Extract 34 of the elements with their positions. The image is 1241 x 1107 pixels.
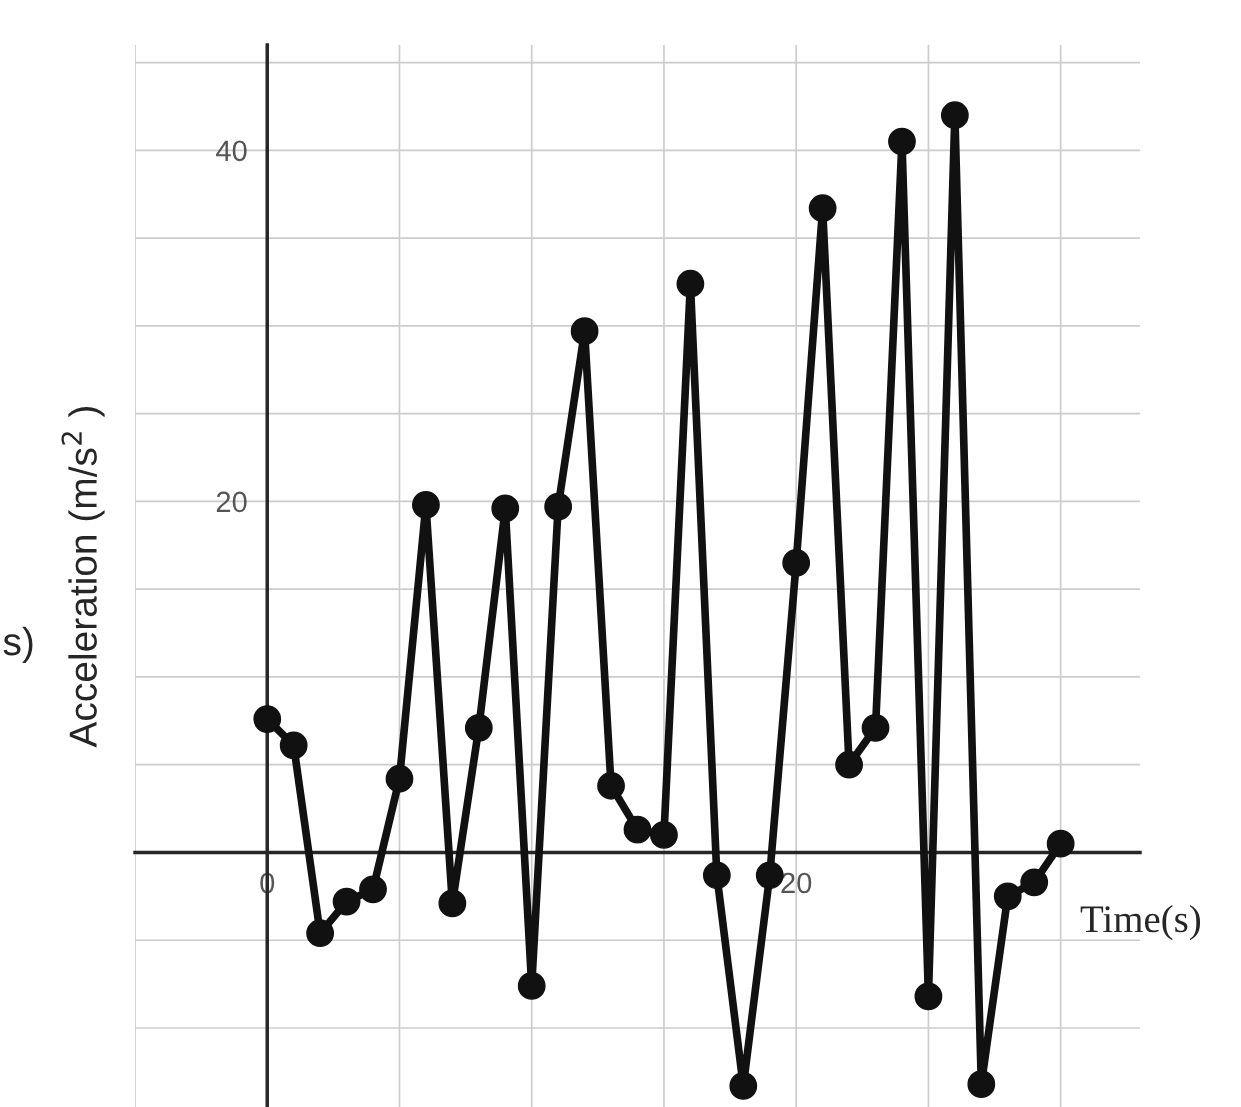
point	[702, 861, 731, 890]
point	[835, 750, 863, 779]
point	[359, 875, 387, 904]
point	[650, 821, 678, 849]
point	[412, 491, 440, 519]
point	[253, 705, 282, 733]
point	[597, 771, 625, 800]
point	[940, 101, 969, 130]
point	[888, 127, 916, 156]
point	[464, 713, 493, 742]
point	[544, 492, 573, 521]
point	[491, 494, 520, 523]
point	[914, 982, 943, 1011]
point	[782, 548, 811, 577]
y-tick-label: 40	[216, 140, 247, 162]
x-axis-title: Time(s)	[1080, 905, 1201, 941]
point	[623, 815, 652, 844]
point	[517, 971, 546, 1000]
point	[1020, 868, 1049, 897]
point	[861, 713, 890, 742]
text: s)	[3, 626, 33, 664]
point	[570, 317, 599, 346]
point	[993, 882, 1022, 911]
point	[279, 731, 308, 760]
point	[385, 764, 414, 793]
point	[332, 887, 361, 916]
point	[729, 1072, 758, 1100]
point	[967, 1070, 996, 1099]
point	[306, 919, 335, 948]
point	[1046, 829, 1075, 858]
y-axis-title: Acceleration (m/s$^{2}$ )	[61, 407, 105, 748]
point	[438, 889, 467, 918]
point	[676, 269, 705, 298]
point	[808, 194, 837, 223]
